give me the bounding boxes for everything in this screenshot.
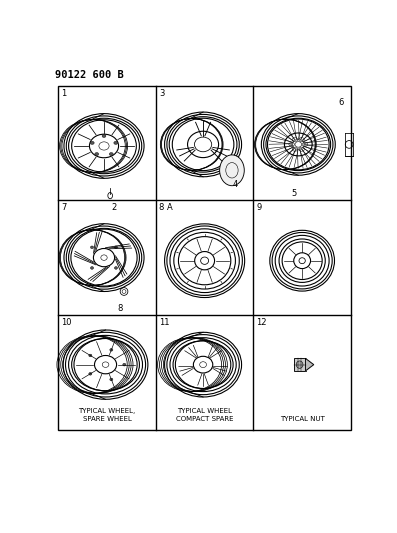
Text: 1: 1 [62, 88, 67, 98]
Text: 8: 8 [118, 304, 123, 313]
Text: SPARE WHEEL: SPARE WHEEL [83, 416, 131, 422]
Text: 12: 12 [256, 318, 267, 327]
Ellipse shape [299, 147, 304, 151]
Ellipse shape [91, 246, 94, 249]
Text: 11: 11 [159, 318, 170, 327]
Text: 90122 600 B: 90122 600 B [55, 70, 124, 80]
Ellipse shape [292, 147, 298, 151]
Text: 2: 2 [112, 203, 117, 212]
Text: TYPICAL NUT: TYPICAL NUT [280, 416, 325, 422]
Text: 8 A: 8 A [159, 203, 173, 212]
Ellipse shape [220, 155, 244, 185]
Text: COMPACT SPARE: COMPACT SPARE [176, 416, 233, 422]
Ellipse shape [200, 362, 206, 368]
Ellipse shape [89, 373, 92, 375]
Text: TYPICAL WHEEL: TYPICAL WHEEL [177, 408, 232, 414]
Ellipse shape [89, 354, 92, 357]
Text: 9: 9 [256, 203, 262, 212]
Text: 6: 6 [339, 98, 344, 107]
Ellipse shape [296, 361, 303, 368]
Text: TYPICAL WHEEL,: TYPICAL WHEEL, [79, 408, 136, 414]
Ellipse shape [99, 142, 109, 150]
Polygon shape [306, 359, 314, 371]
Ellipse shape [90, 141, 94, 144]
Ellipse shape [110, 378, 113, 381]
Ellipse shape [109, 152, 113, 156]
Ellipse shape [299, 138, 304, 142]
Ellipse shape [91, 266, 94, 269]
Ellipse shape [292, 138, 298, 142]
Ellipse shape [289, 142, 295, 147]
Ellipse shape [101, 255, 107, 260]
Ellipse shape [114, 266, 118, 269]
Ellipse shape [110, 349, 113, 351]
Ellipse shape [102, 134, 106, 138]
Ellipse shape [123, 364, 126, 366]
Ellipse shape [302, 142, 308, 147]
Ellipse shape [102, 362, 109, 367]
Text: 7: 7 [62, 203, 67, 212]
Text: 10: 10 [62, 318, 72, 327]
Ellipse shape [114, 246, 118, 249]
Ellipse shape [114, 141, 118, 144]
Ellipse shape [95, 152, 99, 156]
Bar [294, 359, 306, 371]
Text: 4: 4 [232, 180, 237, 189]
Text: 3: 3 [159, 88, 164, 98]
Text: 5: 5 [292, 189, 297, 198]
Ellipse shape [295, 142, 302, 147]
Bar [58, 85, 351, 430]
